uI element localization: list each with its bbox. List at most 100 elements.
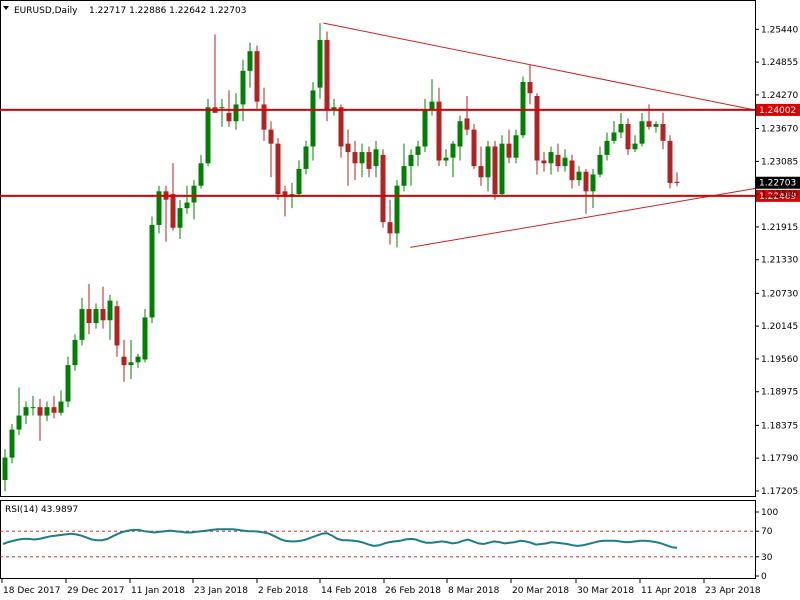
candle (93, 303, 99, 329)
candle (492, 140, 498, 200)
candle (177, 199, 183, 239)
candle (506, 129, 512, 164)
candle (597, 146, 603, 178)
candle (450, 140, 456, 178)
x-tick-label: 20 Mar 2018 (512, 586, 569, 596)
candle (443, 149, 449, 167)
candle (226, 90, 232, 127)
candle (205, 98, 211, 167)
candle (254, 45, 260, 111)
candle (310, 82, 316, 161)
ohlc-values: 1.22717 1.22886 1.22642 1.22703 (89, 6, 246, 16)
candle (219, 98, 225, 127)
rsi-y-tick-label: 100 (761, 508, 778, 518)
candle (331, 98, 337, 116)
candle (674, 172, 680, 187)
candle (345, 129, 351, 186)
candle (37, 398, 43, 441)
candle (485, 140, 491, 192)
candle (478, 146, 484, 186)
candle (296, 160, 302, 197)
candle (198, 154, 204, 189)
candle (366, 146, 372, 178)
level-price-badge (756, 189, 800, 202)
x-tick-label: 11 Apr 2018 (641, 586, 697, 596)
candle (499, 135, 505, 197)
level-price-label: 1.24002 (759, 106, 796, 116)
x-tick-label: 14 Feb 2018 (321, 586, 377, 596)
y-tick-label: 1.21915 (761, 223, 798, 233)
current-price-label: 1.22703 (759, 179, 796, 189)
candle (352, 140, 358, 181)
candle (548, 146, 554, 175)
candle (275, 138, 281, 200)
candle (555, 143, 561, 172)
x-tick-label: 18 Dec 2017 (3, 586, 61, 596)
candle (604, 132, 610, 161)
candle (534, 93, 540, 175)
candle (2, 449, 8, 492)
candle (436, 87, 442, 167)
candle (590, 168, 596, 209)
rsi-line (2, 528, 678, 549)
rsi-panel-frame (0, 500, 756, 579)
candle (576, 166, 582, 186)
candle (86, 283, 92, 335)
y-tick-label: 1.24270 (761, 91, 798, 101)
candle (149, 216, 155, 324)
candle (359, 143, 365, 178)
candle (128, 339, 134, 380)
candle (247, 42, 253, 88)
candle (9, 423, 15, 464)
rsi-header: RSI(14) 43.9897 (5, 505, 78, 515)
candle (653, 121, 659, 133)
y-tick-label: 1.20145 (761, 322, 798, 332)
candle (569, 154, 575, 189)
candle (415, 140, 421, 167)
candle (541, 152, 547, 172)
candle (72, 334, 78, 371)
candle (422, 98, 428, 153)
candle (562, 149, 568, 172)
candle (618, 112, 624, 139)
candle (457, 115, 463, 161)
candle (58, 390, 64, 416)
y-tick-label: 1.22500 (761, 190, 798, 200)
y-tick-label: 1.17790 (761, 454, 798, 464)
rsi-y-tick-label: 70 (761, 527, 773, 537)
y-tick-label: 1.20730 (761, 289, 798, 299)
candle (135, 353, 141, 368)
candle (282, 185, 288, 217)
candle (471, 124, 477, 169)
rsi-y-tick-label: 0 (761, 572, 767, 582)
trendline-1 (410, 188, 756, 248)
candle (373, 140, 379, 178)
y-tick-label: 1.23085 (761, 157, 798, 167)
trendline-0 (323, 22, 756, 111)
candle (317, 23, 323, 99)
symbol-timeframe: EURUSD,Daily (14, 6, 78, 16)
price-panel-frame (0, 0, 756, 497)
candle (520, 76, 526, 139)
candle (387, 199, 393, 245)
candle (639, 112, 645, 147)
candle (303, 140, 309, 175)
candle (23, 401, 29, 424)
candle (114, 300, 120, 357)
candle (79, 297, 85, 346)
x-tick-label: 11 Jan 2018 (131, 586, 185, 596)
candle (527, 65, 533, 105)
candle (65, 356, 71, 408)
y-tick-label: 1.18375 (761, 421, 798, 431)
x-tick-label: 23 Jan 2018 (194, 586, 248, 596)
candle (170, 163, 176, 231)
candle (156, 185, 162, 234)
candle (394, 180, 400, 248)
candle (191, 180, 197, 220)
dropdown-triangle-icon[interactable] (3, 6, 9, 10)
candle (142, 309, 148, 363)
y-tick-label: 1.24855 (761, 58, 798, 68)
candle (100, 286, 106, 329)
candle (611, 121, 617, 144)
candle (233, 93, 239, 130)
